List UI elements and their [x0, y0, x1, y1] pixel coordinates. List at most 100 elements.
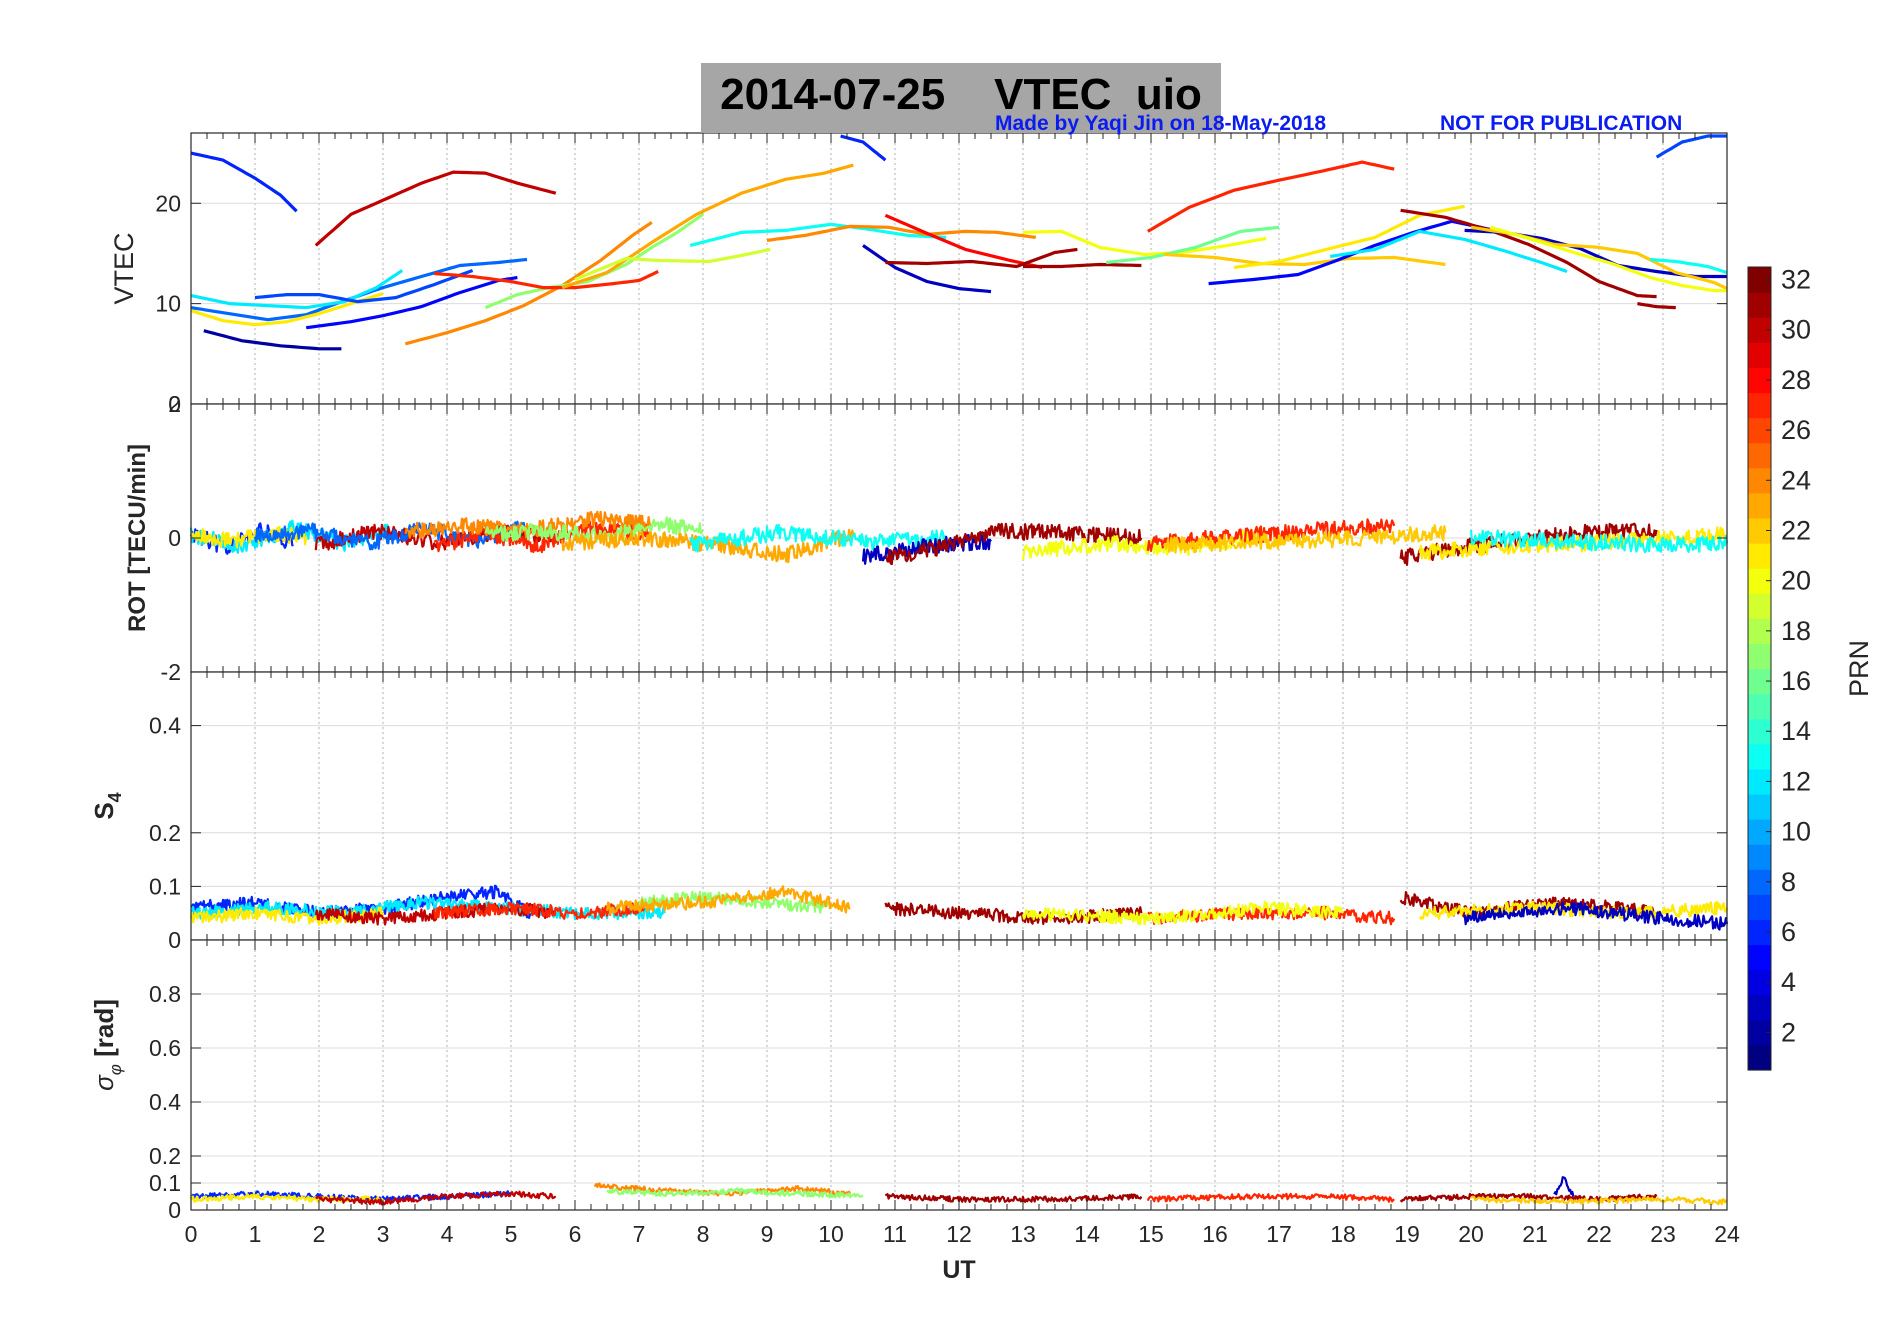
colorbar-tick-label: 22	[1781, 515, 1811, 545]
series-prn-27	[1146, 1192, 1395, 1203]
colorbar-swatch	[1748, 894, 1771, 921]
series-prn-27	[433, 901, 653, 920]
series-prn-30	[314, 170, 557, 247]
x-tick-label: 7	[633, 1221, 646, 1247]
x-tick-label: 21	[1522, 1221, 1548, 1247]
colorbar-swatch	[1748, 593, 1771, 619]
colorbar-swatch	[1748, 693, 1771, 720]
y-tick-label: 0	[168, 1197, 181, 1223]
series-prn-27	[1147, 160, 1395, 233]
x-tick-label: 17	[1266, 1221, 1292, 1247]
colorbar-swatch	[1748, 668, 1771, 695]
series-prn-12	[1329, 229, 1568, 274]
panel-sigma_phi: 00.10.2 0.4 0.6 0.8 σφ [rad]	[89, 939, 1728, 1223]
x-tick-label: 3	[377, 1221, 390, 1247]
x-tick-label: 2	[313, 1221, 326, 1247]
series-prn-3	[1463, 901, 1729, 931]
y-axis-label: S4	[89, 792, 125, 819]
y-axis-label: σφ [rad]	[89, 999, 125, 1091]
series-prn-20	[1022, 229, 1267, 256]
colorbar-tick-label: 4	[1781, 967, 1796, 997]
series-prn-17	[484, 516, 704, 544]
y-tick-label: 0.2	[149, 820, 181, 846]
y-tick-label: 0.4	[149, 1089, 181, 1115]
colorbar-swatch	[1748, 342, 1771, 368]
series-prn-16	[1106, 225, 1280, 265]
colorbar-swatch	[1748, 618, 1771, 645]
series-prn-31	[1637, 302, 1676, 310]
colorbar-swatch	[1748, 768, 1771, 795]
colorbar-tick-label: 2	[1781, 1017, 1796, 1047]
x-tick-label: 22	[1586, 1221, 1612, 1247]
colorbar-swatch	[1748, 442, 1771, 469]
series-prn-30	[315, 1190, 557, 1206]
x-tick-label: 10	[818, 1221, 844, 1247]
colorbar-swatch	[1748, 1044, 1771, 1071]
series-prn-12	[190, 269, 404, 310]
y-axis-label: ROT [TECU/min]	[124, 444, 151, 632]
colorbar-tick-label: 32	[1781, 265, 1811, 295]
series-prn-22	[1163, 252, 1446, 267]
series-prn-3	[1553, 1176, 1575, 1197]
series-prn-19	[574, 247, 771, 281]
colorbar-tick-label: 24	[1781, 465, 1811, 495]
series-prn-31	[884, 1192, 1143, 1204]
series-prn-6	[840, 134, 887, 162]
x-tick-label: 20	[1458, 1221, 1484, 1247]
colorbar-tick-label: 8	[1781, 867, 1796, 897]
colorbar-swatch	[1748, 492, 1771, 519]
colorbar-tick-label: 18	[1781, 616, 1811, 646]
colorbar-swatch	[1748, 568, 1771, 594]
series-prn-21	[190, 292, 384, 327]
series-prn-3	[862, 244, 992, 294]
x-tick-label: 12	[946, 1221, 972, 1247]
x-tick-label: 0	[185, 1221, 198, 1247]
x-tick-label: 13	[1010, 1221, 1036, 1247]
colorbar-frame	[1747, 266, 1772, 1071]
series-prn-31	[885, 247, 1078, 269]
y-tick-label: 0.1	[149, 1170, 181, 1196]
y-tick-label: 20	[155, 190, 181, 216]
series-prn-27	[434, 270, 659, 290]
series-prn-31	[1400, 208, 1657, 299]
x-tick-label: 18	[1330, 1221, 1356, 1247]
x-tick-label: 16	[1202, 1221, 1228, 1247]
colorbar-swatch	[1748, 467, 1771, 494]
series-prn-8	[253, 520, 529, 551]
series-prn-20	[1489, 225, 1728, 293]
y-tick-label: 0	[168, 391, 181, 417]
colorbar-swatch	[1748, 793, 1771, 820]
colorbar-swatch	[1748, 1019, 1771, 1046]
colorbar-swatch	[1748, 994, 1771, 1021]
x-tick-label: 5	[505, 1221, 518, 1247]
series-prn-24	[404, 220, 653, 346]
series-prn-13	[1650, 257, 1728, 275]
y-tick-label: 0.8	[149, 981, 181, 1007]
y-tick-label: -2	[161, 659, 181, 685]
y-tick-label: 10	[155, 291, 181, 317]
x-tick-label: 6	[569, 1221, 582, 1247]
x-tick-label: 23	[1650, 1221, 1676, 1247]
series-prn-22	[1162, 524, 1447, 554]
colorbar-swatch	[1748, 543, 1771, 569]
x-tick-label: 8	[697, 1221, 710, 1247]
series-prn-17	[606, 1187, 864, 1199]
colorbar-swatch	[1748, 517, 1771, 544]
colorbar-swatch	[1748, 417, 1771, 444]
colorbar-tick-label: 14	[1781, 716, 1811, 746]
y-tick-label: 0.4	[149, 713, 181, 739]
colorbar-tick-label: 30	[1781, 315, 1811, 345]
series-prn-31	[1023, 262, 1142, 269]
colorbar-tick-label: 6	[1781, 917, 1796, 947]
colorbar-tick-label: 12	[1781, 766, 1811, 796]
x-tick-label: 9	[761, 1221, 774, 1247]
series-prn-20	[1021, 900, 1344, 926]
series-prn-21	[1418, 526, 1728, 561]
y-tick-label: 0	[168, 927, 181, 953]
colorbar-swatch	[1748, 944, 1771, 971]
series-prn-23	[605, 885, 851, 916]
credit-note: Made by Yaqi Jin on 18-May-2018	[995, 112, 1327, 135]
